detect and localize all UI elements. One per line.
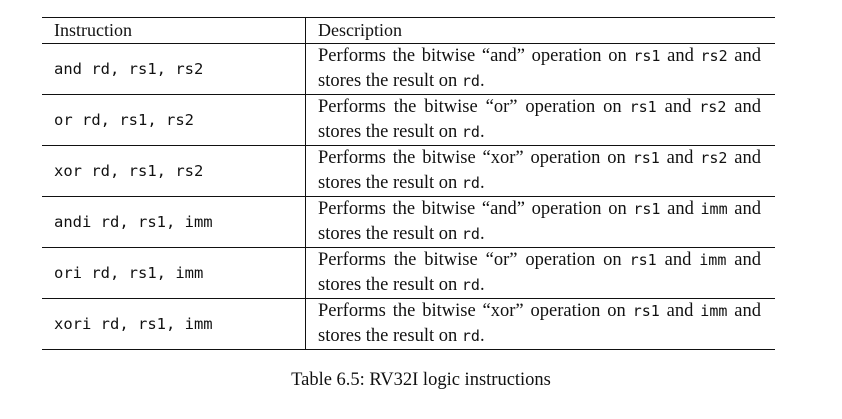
description-fragment: and stores the result on — [318, 97, 761, 142]
instruction-code: and rd, rs1, rs2 — [54, 59, 204, 78]
register-operand: rs2 — [699, 98, 727, 116]
table-row: and rd, rs1, rs2 Performs the bitwise “an… — [42, 43, 776, 95]
register-operand: rs1 — [632, 149, 660, 167]
description-fragment: Performs the bitwise “and” operation on — [318, 46, 634, 66]
table-caption: Table 6.5: RV32I logic instructions — [291, 370, 551, 390]
table-header-row: Instruction Description — [42, 17, 775, 44]
description-fragment: and — [659, 148, 701, 168]
description-fragment: Performs the bitwise “or” operation on — [318, 250, 630, 270]
instruction-code: xori rd, rs1, imm — [54, 314, 213, 333]
description-fragment: Performs the bitwise “xor” operation on — [318, 301, 633, 321]
register-operand: rs1 — [633, 47, 661, 65]
description-fragment: and — [660, 199, 701, 219]
register-operand: imm — [700, 302, 728, 320]
description-fragment: Performs the bitwise “and” operation on — [318, 199, 634, 219]
description-fragment: . — [479, 71, 485, 91]
register-operand: rs1 — [632, 302, 660, 320]
description-fragment: and — [660, 46, 701, 66]
description-fragment: and stores the result on — [318, 301, 761, 346]
table-row: ori rd, rs1, imm Performs the bitwise “or… — [42, 247, 776, 299]
description-text: Performs the bitwise “xor” operation on … — [318, 299, 761, 349]
description-fragment: . — [479, 224, 485, 244]
instruction-cell: and rd, rs1, rs2 — [42, 43, 306, 95]
logic-instructions-table: Instruction Description and rd, rs1, rs2… — [42, 17, 775, 350]
instruction-cell: xor rd, rs1, rs2 — [42, 145, 306, 197]
register-operand: rd — [461, 327, 480, 345]
register-operand: imm — [700, 200, 728, 218]
description-text: Performs the bitwise “and” operation on … — [318, 44, 761, 94]
description-cell: Performs the bitwise “or” operation on r… — [306, 248, 776, 299]
table-row: xor rd, rs1, rs2 Performs the bitwise “xo… — [42, 145, 776, 197]
register-operand: rd — [461, 174, 480, 192]
description-fragment: Performs the bitwise “or” operation on — [318, 97, 630, 117]
table-header: Instruction Description — [42, 17, 775, 44]
register-operand: rs2 — [700, 47, 728, 65]
table-body: and rd, rs1, rs2 Performs the bitwise “an… — [42, 43, 776, 350]
register-operand: rd — [461, 72, 480, 90]
register-operand: rs2 — [700, 149, 728, 167]
description-cell: Performs the bitwise “or” operation on r… — [306, 95, 776, 146]
register-operand: rs1 — [629, 251, 657, 269]
register-operand: rd — [461, 276, 480, 294]
description-cell: Performs the bitwise “xor” operation on … — [306, 299, 776, 350]
table-row: andi rd, rs1, imm Performs the bitwise “a… — [42, 196, 776, 248]
register-operand: rd — [461, 225, 480, 243]
description-fragment: and — [656, 97, 700, 117]
register-operand: rd — [461, 123, 480, 141]
table-row: xori rd, rs1, imm Performs the bitwise “x… — [42, 298, 776, 350]
description-fragment: and — [656, 250, 700, 270]
description-fragment: . — [479, 275, 485, 295]
instruction-cell: or rd, rs1, rs2 — [42, 94, 306, 146]
description-fragment: and stores the result on — [318, 199, 762, 244]
register-operand: imm — [699, 251, 727, 269]
description-fragment: Performs the bitwise “xor” operation on — [318, 148, 633, 168]
description-text: Performs the bitwise “or” operation on r… — [318, 95, 761, 145]
instruction-cell: ori rd, rs1, imm — [42, 247, 306, 299]
description-text: Performs the bitwise “xor” operation on … — [318, 146, 761, 196]
description-fragment: and stores the result on — [318, 46, 762, 91]
description-cell: Performs the bitwise “and” operation on … — [306, 44, 776, 95]
instruction-code: ori rd, rs1, imm — [54, 263, 204, 282]
table-row: or rd, rs1, rs2 Performs the bitwise “or”… — [42, 94, 776, 146]
instruction-code: andi rd, rs1, imm — [54, 212, 213, 231]
description-fragment: and — [659, 301, 701, 321]
register-operand: rs1 — [629, 98, 657, 116]
description-column-header: Description — [305, 17, 775, 44]
description-text: Performs the bitwise “and” operation on … — [318, 197, 761, 247]
description-fragment: and stores the result on — [318, 250, 761, 295]
description-cell: Performs the bitwise “and” operation on … — [306, 197, 776, 248]
description-fragment: . — [479, 326, 485, 346]
instruction-cell: andi rd, rs1, imm — [42, 196, 306, 248]
description-text: Performs the bitwise “or” operation on r… — [318, 248, 761, 298]
instruction-column-header: Instruction — [42, 17, 306, 44]
instruction-cell: xori rd, rs1, imm — [42, 298, 306, 350]
description-fragment: . — [479, 122, 485, 142]
instruction-code: xor rd, rs1, rs2 — [54, 161, 204, 180]
description-fragment: and stores the result on — [318, 148, 761, 193]
description-cell: Performs the bitwise “xor” operation on … — [306, 146, 776, 197]
description-fragment: . — [479, 173, 485, 193]
instruction-code: or rd, rs1, rs2 — [54, 110, 194, 129]
register-operand: rs1 — [633, 200, 661, 218]
